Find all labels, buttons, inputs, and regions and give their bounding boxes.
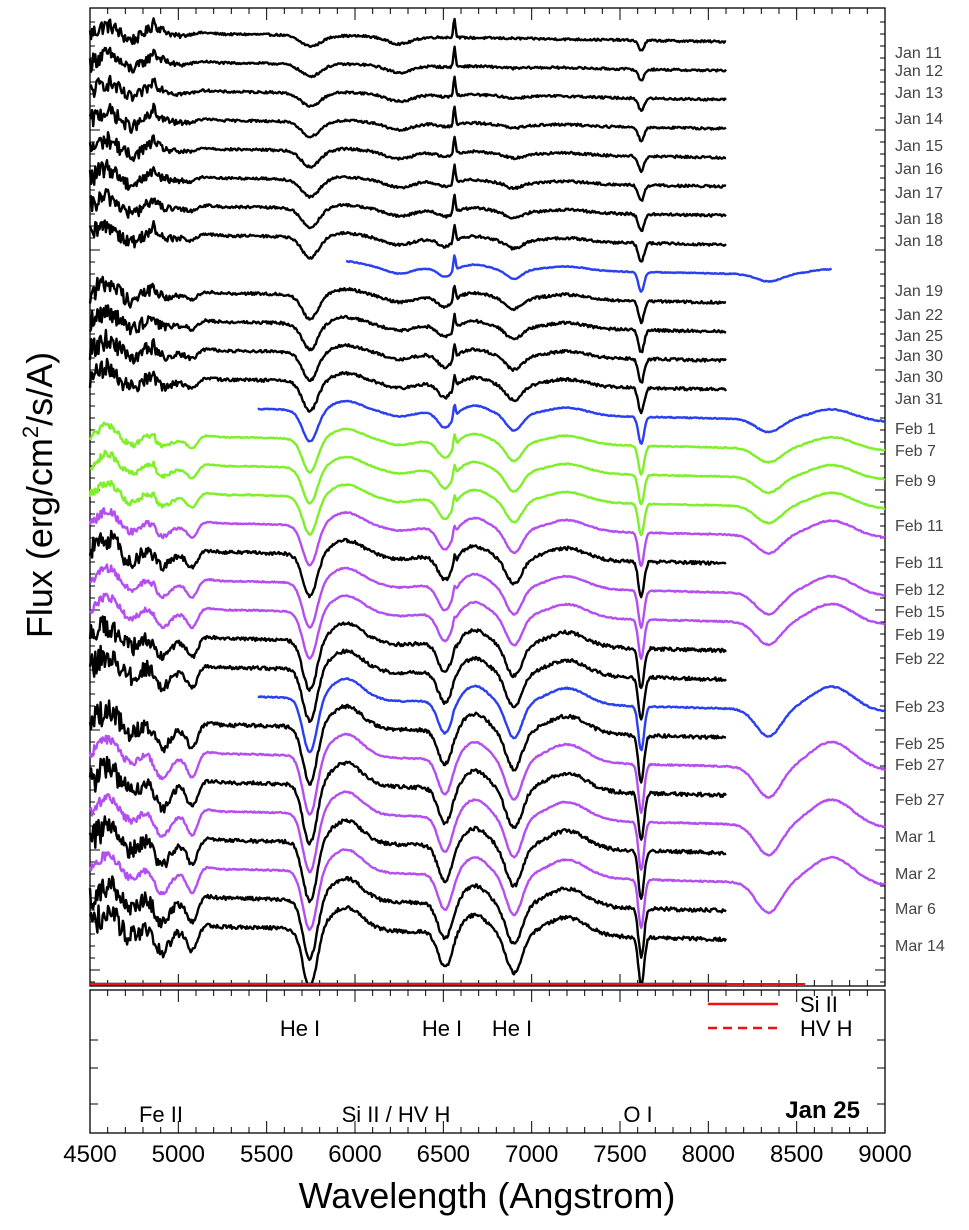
line-id-label: He I: [422, 1016, 462, 1041]
spectrum-line: [88, 592, 886, 660]
spectra-series-group: [88, 17, 886, 986]
date-label: Feb 27: [895, 792, 945, 809]
spectrum-line: [88, 131, 727, 174]
spectrum-line: [88, 357, 728, 415]
date-label: Feb 11: [895, 555, 944, 572]
spectrum-line: [88, 304, 727, 354]
x-tick-label: 6000: [328, 1141, 381, 1168]
date-label: Jan 19: [895, 283, 943, 300]
spectrum-line: [257, 399, 886, 445]
date-label: Jan 14: [895, 111, 943, 128]
date-label: Jan 11: [895, 45, 942, 62]
spectrum-line: [88, 479, 886, 537]
spectrum-line: [88, 699, 727, 786]
date-label: Feb 25: [895, 736, 945, 753]
x-tick-label: 5500: [240, 1141, 293, 1168]
spectrum-line: [89, 790, 886, 874]
legend-label: HV H: [800, 1016, 853, 1041]
line-id-label: He I: [280, 1016, 320, 1041]
date-label: Feb 19: [895, 627, 945, 644]
legend-label: Si II: [800, 992, 838, 1017]
date-label: Feb 11: [895, 518, 944, 535]
date-label: Feb 1: [895, 421, 936, 438]
spectrum-line: [88, 755, 727, 846]
spectrum-line: [88, 644, 727, 724]
x-tick-label: 6500: [417, 1141, 470, 1168]
spectrum-line: [88, 848, 886, 932]
date-label: Jan 17: [895, 185, 943, 202]
spectrum-line: [88, 732, 886, 816]
date-label: Mar 6: [895, 901, 936, 918]
x-tick-label: 9000: [858, 1141, 911, 1168]
x-tick-label: 8500: [770, 1141, 823, 1168]
date-label: Feb 22: [895, 651, 945, 668]
y-axis-title-rest: /s/A): [19, 352, 60, 426]
lower-panel-frame: [89, 989, 886, 1134]
x-tick-label: 4500: [63, 1141, 116, 1168]
date-label: Feb 15: [895, 604, 945, 621]
date-label: Jan 18: [895, 211, 943, 228]
line-id-label: He I: [492, 1016, 532, 1041]
spectrum-line: [88, 615, 727, 692]
date-label: Jan 30: [895, 369, 943, 386]
y-axis-title: Flux (erg/cm2/s/A): [18, 352, 60, 638]
date-label: Feb 27: [895, 757, 945, 774]
y-axis-title-base: Flux (erg/cm: [19, 438, 60, 638]
line-id-label: Si II / HV H: [342, 1102, 451, 1127]
date-label: Jan 22: [895, 307, 943, 324]
date-label: Jan 31: [895, 391, 943, 408]
date-label: Jan 15: [895, 138, 943, 155]
spectrum-line: [88, 188, 727, 233]
date-label: Feb 9: [895, 473, 936, 490]
x-tick-labels: 4500 5000 5500 6000 6500 7000 7500 8000 8500 9000: [63, 1141, 911, 1168]
spectrum-line: [88, 507, 886, 568]
x-axis-title: Wavelength (Angstrom): [299, 1175, 676, 1216]
spectrum-line: [88, 421, 886, 476]
date-label: Mar 14: [895, 938, 945, 955]
spectrum-line: [88, 815, 727, 904]
upper-panel-frame: [89, 7, 886, 987]
spectrum-line: [88, 102, 727, 143]
date-label: Feb 23: [895, 699, 945, 716]
date-label: Jan 13: [895, 85, 943, 102]
date-label: Mar 1: [895, 829, 936, 846]
spectrum-line: [88, 159, 727, 202]
spectrum-line: [88, 219, 727, 263]
spectrum-line: [88, 875, 727, 962]
spectrum-line: [257, 677, 885, 754]
date-label: Jan 12: [895, 63, 943, 80]
line-id-label: Fe II: [139, 1102, 183, 1127]
spectrum-line: [88, 328, 727, 384]
spectrum-line: [89, 449, 886, 506]
x-tick-label: 5000: [152, 1141, 205, 1168]
spectrum-line: [88, 529, 727, 599]
y-axis-title-sup: 2: [18, 426, 43, 438]
date-label: Feb 7: [895, 443, 936, 460]
spectrum-line: [88, 45, 727, 82]
spectrum-line: [88, 275, 727, 325]
spectrum-line: [89, 563, 886, 629]
date-label: Jan 25: [895, 328, 943, 345]
spectrum-line: [88, 17, 727, 52]
x-tick-label: 7500: [593, 1141, 646, 1168]
x-tick-label: 8000: [682, 1141, 735, 1168]
date-label: Mar 2: [895, 866, 936, 883]
lower-panel-ticks: [89, 990, 886, 1133]
spectrum-line: [345, 254, 832, 293]
lower-panel-date-label: Jan 25: [785, 1097, 860, 1124]
date-label: Jan 30: [895, 348, 943, 365]
date-label: Jan 16: [895, 161, 943, 178]
spectrum-line: [88, 904, 728, 986]
date-label: Jan 18: [895, 233, 943, 250]
x-tick-label: 7000: [505, 1141, 558, 1168]
date-label: Feb 12: [895, 582, 945, 599]
spectrum-line: [89, 74, 727, 112]
line-id-label: O I: [623, 1102, 652, 1127]
